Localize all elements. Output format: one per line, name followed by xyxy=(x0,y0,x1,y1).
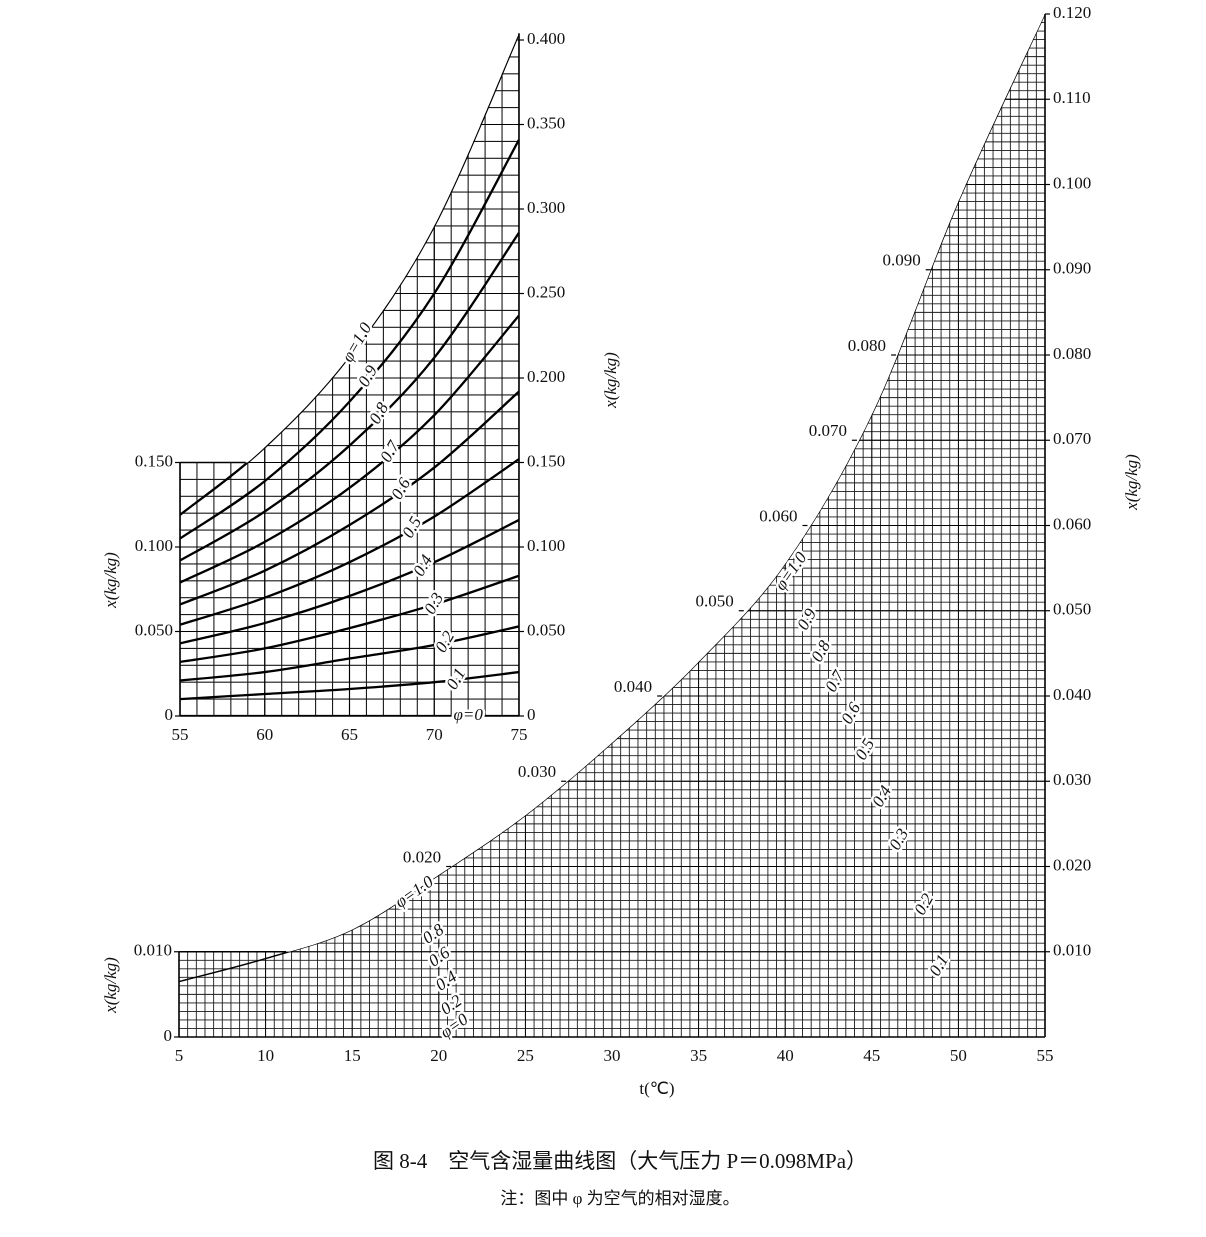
y-tick-label: 0.050 xyxy=(527,620,565,639)
x-tick-label: 55 xyxy=(1037,1046,1054,1065)
x-tick-label: 60 xyxy=(256,725,273,744)
x-tick-label: 55 xyxy=(172,725,189,744)
x-tick-label: 10 xyxy=(257,1046,274,1065)
axis-title: x(kg/kg) xyxy=(101,552,120,609)
curve-label: 0.3 xyxy=(420,589,447,617)
axis-title: x(kg/kg) xyxy=(601,352,620,409)
y-tick-label: 0.100 xyxy=(527,536,565,555)
y-tick-label: 0 xyxy=(164,1026,173,1045)
x-tick-label: 25 xyxy=(517,1046,534,1065)
curve xyxy=(180,232,519,562)
y-tick-label: 0.110 xyxy=(1053,88,1091,107)
curve-label: φ=1.0 xyxy=(771,548,811,594)
x-tick-label: 75 xyxy=(511,725,528,744)
curve-label: φ=0 xyxy=(453,705,483,724)
x-tick-label: 40 xyxy=(777,1046,794,1065)
curve-tick-label: 0.070 xyxy=(809,421,847,440)
curve xyxy=(180,574,519,664)
caption: 图 8-4 空气含湿量曲线图（大气压力 P＝0.098MPa） xyxy=(373,1149,867,1173)
y-tick-label: 0 xyxy=(527,705,536,724)
curve-tick-label: 0.080 xyxy=(848,336,886,355)
curve xyxy=(180,518,519,645)
y-tick-label: 0.100 xyxy=(135,536,173,555)
curve-label: 0.9 xyxy=(793,605,820,633)
curve xyxy=(180,625,519,682)
curve-tick-label: 0.020 xyxy=(403,847,441,866)
x-tick-label: 65 xyxy=(341,725,358,744)
curve-label: 0.6 xyxy=(837,699,864,727)
y-tick-label: 0.150 xyxy=(527,451,565,470)
x-tick-label: 70 xyxy=(426,725,443,744)
y-tick-label: 0.300 xyxy=(527,198,565,217)
curve xyxy=(180,314,519,584)
curve-tick-label: 0.090 xyxy=(882,251,920,270)
x-tick-label: 15 xyxy=(344,1046,361,1065)
x-tick-label: 20 xyxy=(430,1046,447,1065)
curve-label: 0.2 xyxy=(910,890,937,918)
y-tick-label: 0.350 xyxy=(527,113,565,132)
x-tick-label: 35 xyxy=(690,1046,707,1065)
curve xyxy=(180,670,519,701)
y-tick-label: 0.030 xyxy=(1053,770,1091,789)
y-tick-label: 0.070 xyxy=(1053,429,1091,448)
curve-label: 0.5 xyxy=(398,513,425,541)
curve xyxy=(180,458,519,626)
y-tick-label: 0.090 xyxy=(1053,259,1091,278)
y-tick-label: 0 xyxy=(165,705,174,724)
y-tick-label: 0.120 xyxy=(1053,3,1091,22)
x-tick-label: 5 xyxy=(175,1046,184,1065)
curve-tick-label: 0.050 xyxy=(696,592,734,611)
y-tick-label: 0.010 xyxy=(1053,941,1091,960)
curve-label: 0.8 xyxy=(365,399,392,427)
y-tick-label: 0.100 xyxy=(1053,173,1091,192)
curve-label: 0.5 xyxy=(851,735,878,763)
curve-label: 0.7 xyxy=(376,436,404,465)
x-tick-label: 50 xyxy=(950,1046,967,1065)
curve-label: 0.4 xyxy=(409,551,436,579)
y-tick-label: 0.080 xyxy=(1053,344,1091,363)
y-tick-label: 0.010 xyxy=(134,941,172,960)
grid xyxy=(179,14,1045,1037)
x-tick-label: 30 xyxy=(604,1046,621,1065)
y-tick-label: 0.250 xyxy=(527,282,565,301)
y-tick-label: 0.060 xyxy=(1053,514,1091,533)
curve-label: 0.9 xyxy=(354,362,381,390)
axis-title: x(kg/kg) xyxy=(1122,454,1141,511)
y-tick-label: 0.150 xyxy=(135,451,173,470)
curve-tick-label: 0.060 xyxy=(759,506,797,525)
x-axis-title: t(℃) xyxy=(639,1079,674,1098)
curve-label: 0.1 xyxy=(442,665,469,693)
curve-tick-label: 0.040 xyxy=(614,677,652,696)
y-tick-label: 0.400 xyxy=(527,29,565,48)
y-tick-label: 0.200 xyxy=(527,367,565,386)
y-tick-label: 0.040 xyxy=(1053,685,1091,704)
y-tick-label: 0.050 xyxy=(1053,600,1091,619)
axis-title: x(kg/kg) xyxy=(101,957,120,1014)
curve xyxy=(180,390,519,606)
y-tick-label: 0.020 xyxy=(1053,855,1091,874)
curve xyxy=(180,139,519,540)
curve-tick-label: 0.030 xyxy=(518,762,556,781)
curve-label: φ=1.0 xyxy=(338,319,376,365)
note: 注：图中 φ 为空气的相对湿度。 xyxy=(500,1189,739,1208)
y-tick-label: 0.050 xyxy=(135,620,173,639)
curve-label: 0.1 xyxy=(925,951,952,979)
x-tick-label: 45 xyxy=(863,1046,880,1065)
